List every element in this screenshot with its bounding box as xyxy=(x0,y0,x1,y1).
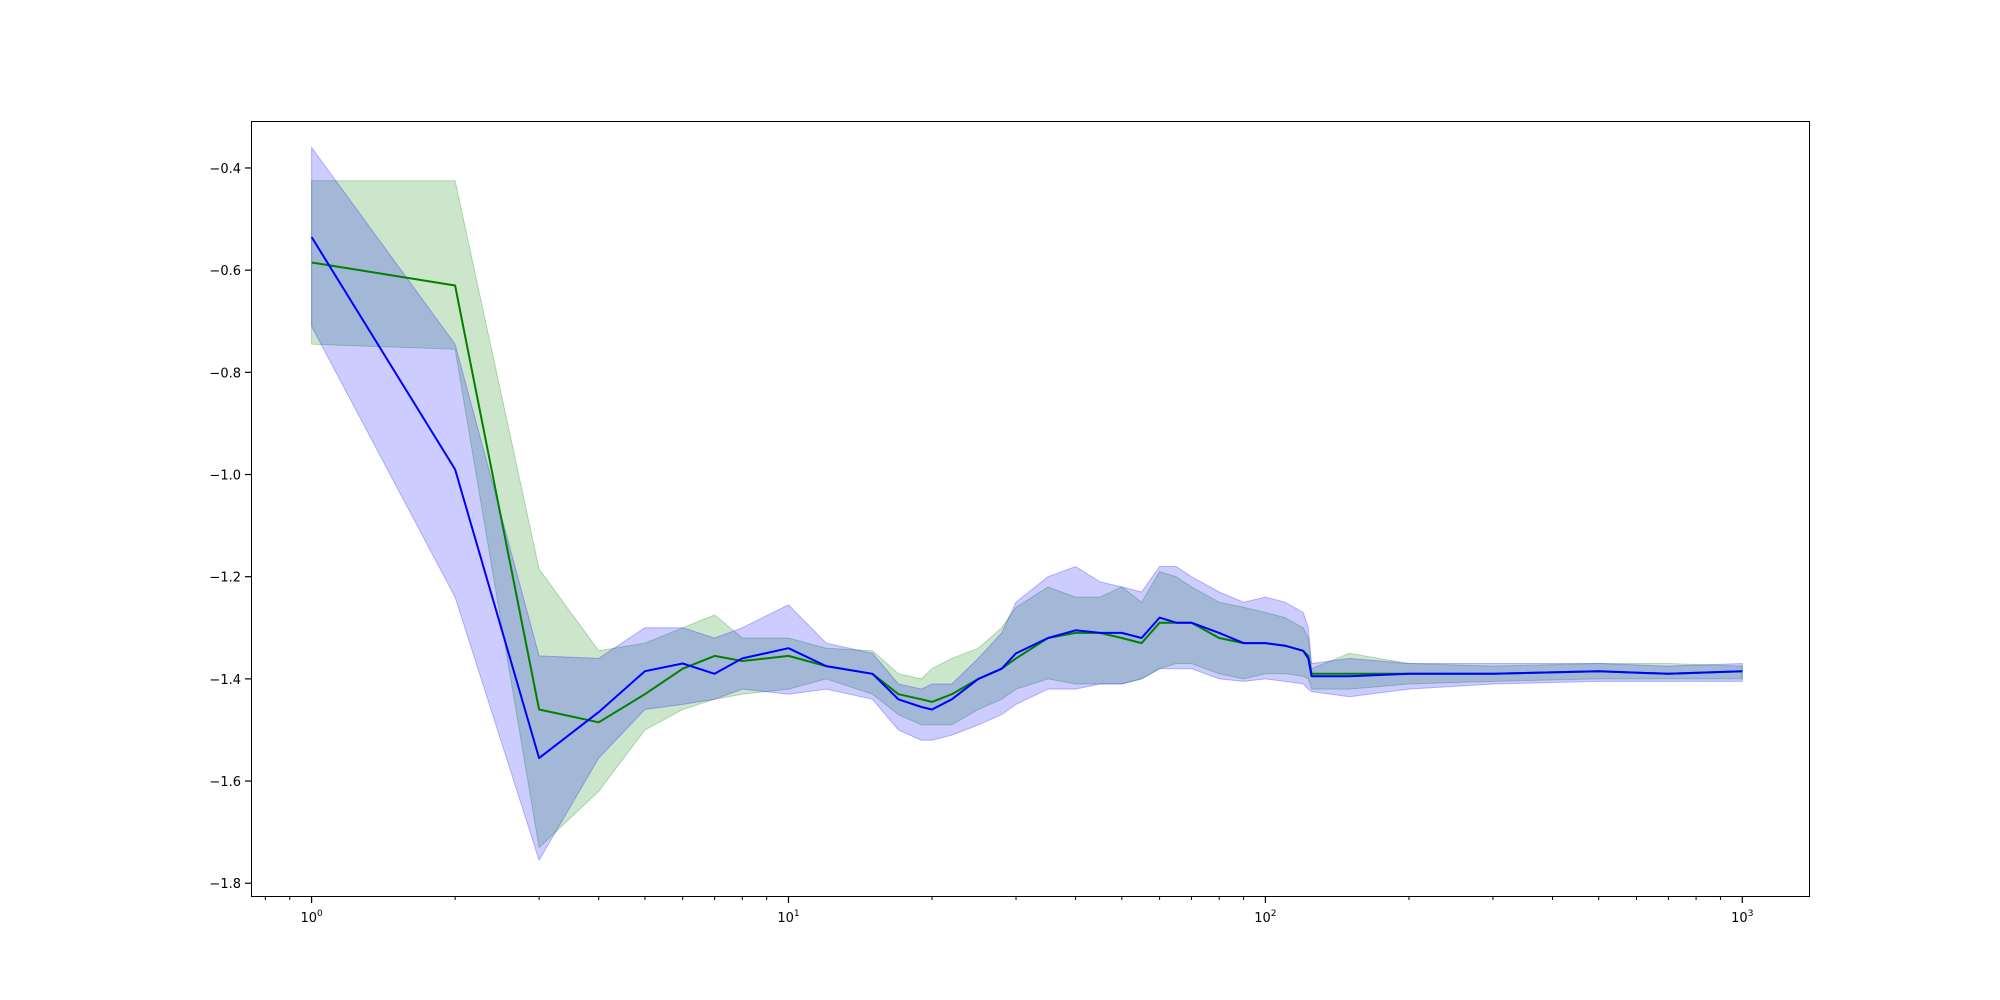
y-tick-label: −1.0 xyxy=(209,469,241,484)
y-tick-label: −1.4 xyxy=(209,673,241,688)
y-tick-label: −0.4 xyxy=(209,162,241,177)
x-tick-base: 10 xyxy=(777,911,794,926)
x-tick-label: 100 xyxy=(300,909,323,926)
y-tick-label: −1.2 xyxy=(209,571,241,586)
x-tick-base: 10 xyxy=(1731,911,1748,926)
x-tick-exponent: 3 xyxy=(1748,909,1754,919)
y-axis-ticks: −0.4 −0.6 −0.8 −1.0 −1.2 −1.4 −1.6 −1.8 xyxy=(209,162,252,892)
series-1-band xyxy=(311,145,1743,862)
x-tick-label: 102 xyxy=(1254,909,1276,926)
y-tick-label: −1.6 xyxy=(209,775,241,790)
x-tick-exponent: 2 xyxy=(1271,909,1277,919)
plot-frame xyxy=(251,121,1810,897)
y-tick-label: −0.8 xyxy=(209,366,241,381)
series-1-line xyxy=(310,236,1743,760)
x-tick-label: 103 xyxy=(1731,909,1753,926)
x-tick-base: 10 xyxy=(1254,911,1271,926)
series-lines xyxy=(310,236,1743,760)
x-tick-exponent: 0 xyxy=(317,909,323,919)
x-tick-label: 101 xyxy=(777,909,799,926)
x-axis-ticks: 100 101 102 103 xyxy=(264,896,1753,926)
x-tick-base: 10 xyxy=(300,911,317,926)
y-tick-label: −0.6 xyxy=(209,264,241,279)
confidence-bands xyxy=(311,145,1743,862)
y-tick-label: −1.8 xyxy=(209,877,241,892)
x-tick-exponent: 1 xyxy=(794,909,800,919)
series-0-band xyxy=(311,180,1743,849)
